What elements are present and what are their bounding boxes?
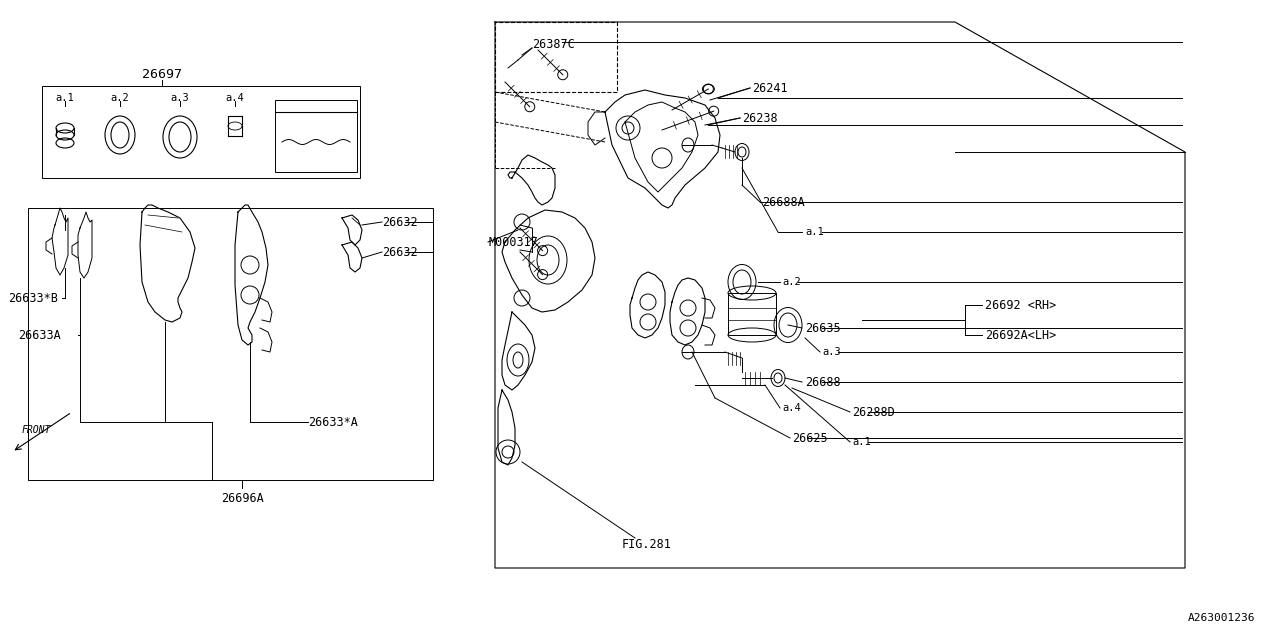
Text: a.2: a.2 [782, 277, 801, 287]
Text: 26625: 26625 [792, 431, 828, 445]
Bar [42, 86, 360, 178]
Text: a.3: a.3 [822, 347, 841, 357]
Text: FIG.281: FIG.281 [622, 538, 672, 552]
Text: 26633*B: 26633*B [8, 291, 58, 305]
Text: 26697: 26697 [142, 68, 182, 81]
Text: 26633A: 26633A [18, 328, 60, 342]
Text: 26635: 26635 [805, 321, 841, 335]
Text: 26288D: 26288D [852, 406, 895, 419]
Text: a.4: a.4 [225, 93, 244, 103]
Bar [275, 100, 357, 172]
Text: A263001236: A263001236 [1188, 613, 1254, 623]
Text: 26632: 26632 [381, 246, 417, 259]
Text: M000317: M000317 [488, 236, 538, 248]
Text: 26696A: 26696A [220, 492, 264, 504]
Text: 26688A: 26688A [762, 195, 805, 209]
Text: 26238: 26238 [742, 111, 778, 125]
Text: a.1: a.1 [852, 437, 870, 447]
Text: 26241: 26241 [753, 81, 787, 95]
Text: a.2: a.2 [110, 93, 129, 103]
Bar [28, 208, 433, 480]
Text: 26688: 26688 [805, 376, 841, 388]
Text: a.4: a.4 [782, 403, 801, 413]
Text: 26387C: 26387C [532, 38, 575, 51]
Text: 26632: 26632 [381, 216, 417, 228]
Text: FRONT: FRONT [22, 425, 51, 435]
Bar [728, 293, 776, 335]
Bar [495, 22, 617, 92]
Text: 26692A<LH>: 26692A<LH> [986, 328, 1056, 342]
Text: 26692 <RH>: 26692 <RH> [986, 298, 1056, 312]
Text: 26633*A: 26633*A [308, 415, 358, 429]
Text: a.1: a.1 [55, 93, 74, 103]
Text: a.3: a.3 [170, 93, 189, 103]
Text: a.1: a.1 [805, 227, 824, 237]
